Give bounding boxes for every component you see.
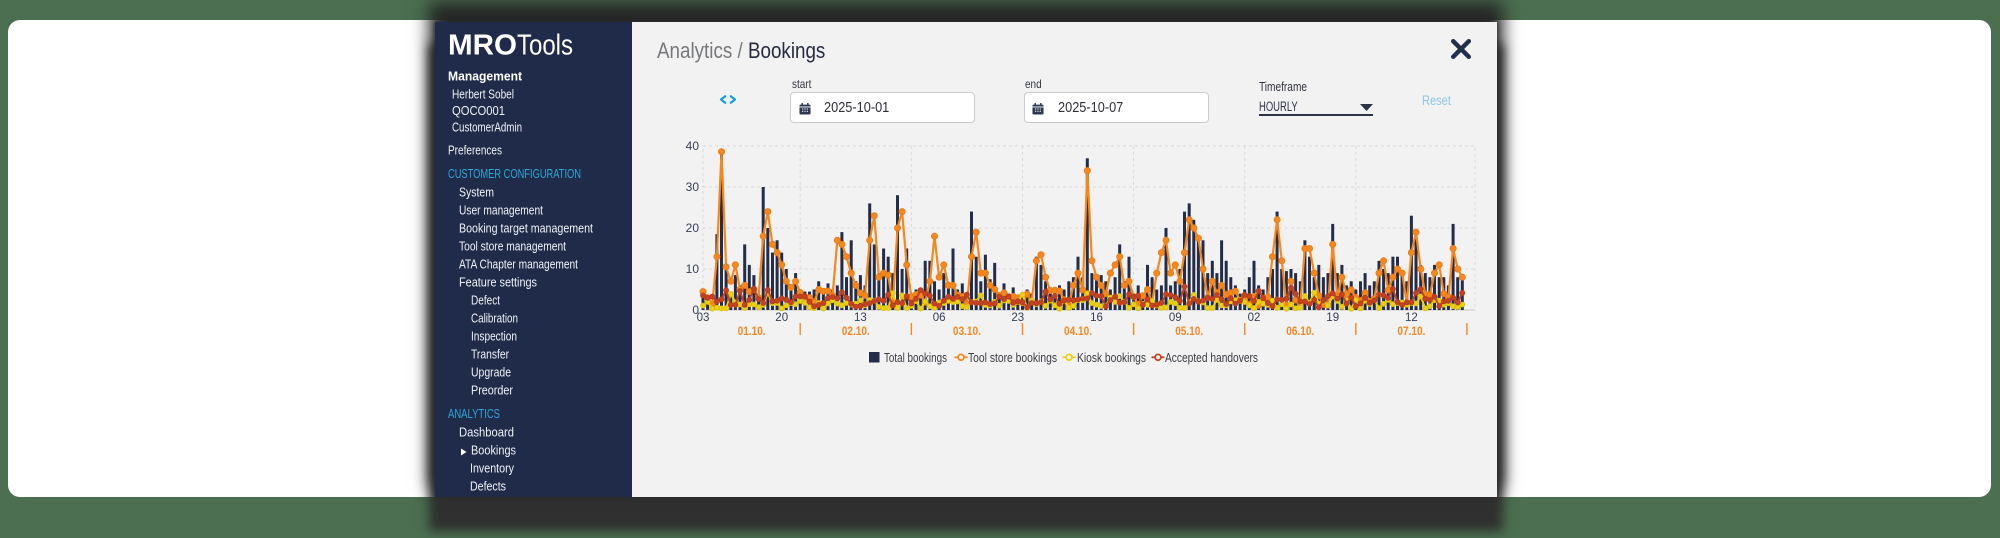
svg-text:Booking target management: Booking target management [459, 221, 593, 236]
svg-text:12: 12 [1405, 312, 1418, 324]
svg-text:13: 13 [854, 312, 867, 324]
svg-text:19: 19 [1326, 312, 1339, 324]
svg-text:03: 03 [697, 312, 710, 324]
svg-text:Feature settings: Feature settings [459, 275, 537, 290]
svg-text:Accepted handovers: Accepted handovers [1165, 351, 1258, 365]
svg-text:06.10.: 06.10. [1286, 324, 1314, 338]
svg-text:06: 06 [933, 312, 946, 324]
svg-text:User management: User management [459, 203, 543, 218]
svg-text:Inspection: Inspection [471, 329, 517, 344]
svg-text:05.10.: 05.10. [1175, 324, 1203, 338]
svg-text:20: 20 [775, 312, 788, 324]
svg-text:ATA Chapter management: ATA Chapter management [459, 257, 578, 272]
svg-text:Total bookings: Total bookings [884, 351, 947, 365]
svg-text:MROTools: MROTools [448, 30, 573, 62]
svg-text:23: 23 [1011, 312, 1024, 324]
svg-text:CUSTOMER CONFIGURATION: CUSTOMER CONFIGURATION [448, 167, 581, 181]
svg-text:QOCO001: QOCO001 [452, 103, 505, 118]
svg-text:40: 40 [686, 139, 700, 153]
svg-text:Tool store bookings: Tool store bookings [968, 351, 1057, 365]
svg-text:16: 16 [1090, 312, 1103, 324]
svg-text:01.10.: 01.10. [738, 324, 766, 338]
svg-text:10: 10 [686, 262, 700, 276]
svg-text:Preferences: Preferences [448, 143, 502, 158]
svg-text:Herbert Sobel: Herbert Sobel [452, 87, 514, 102]
svg-text:20: 20 [686, 221, 700, 235]
svg-text:CustomerAdmin: CustomerAdmin [452, 120, 522, 135]
svg-text:03.10.: 03.10. [953, 324, 981, 338]
svg-text:Tool store management: Tool store management [459, 239, 566, 254]
svg-text:Inventory: Inventory [470, 461, 514, 476]
svg-text:Kiosk bookings: Kiosk bookings [1077, 351, 1146, 365]
svg-text:0: 0 [692, 303, 699, 317]
svg-text:04.10.: 04.10. [1064, 324, 1092, 338]
svg-text:Upgrade: Upgrade [471, 365, 511, 380]
svg-text:02.10.: 02.10. [842, 324, 870, 338]
svg-text:ANALYTICS: ANALYTICS [448, 407, 500, 421]
svg-text:07.10.: 07.10. [1397, 324, 1425, 338]
svg-text:Calibration: Calibration [471, 311, 518, 326]
svg-text:Bookings: Bookings [471, 443, 516, 458]
svg-text:09: 09 [1169, 312, 1182, 324]
svg-text:Dashboard: Dashboard [459, 425, 514, 440]
svg-text:Management: Management [448, 69, 523, 84]
svg-text:Transfer: Transfer [471, 347, 510, 362]
svg-text:30: 30 [686, 180, 700, 194]
svg-text:Defect: Defect [471, 293, 500, 308]
svg-text:System: System [459, 185, 494, 200]
svg-text:Preorder: Preorder [471, 383, 514, 398]
svg-text:Defects: Defects [470, 479, 506, 494]
svg-text:02: 02 [1248, 312, 1261, 324]
